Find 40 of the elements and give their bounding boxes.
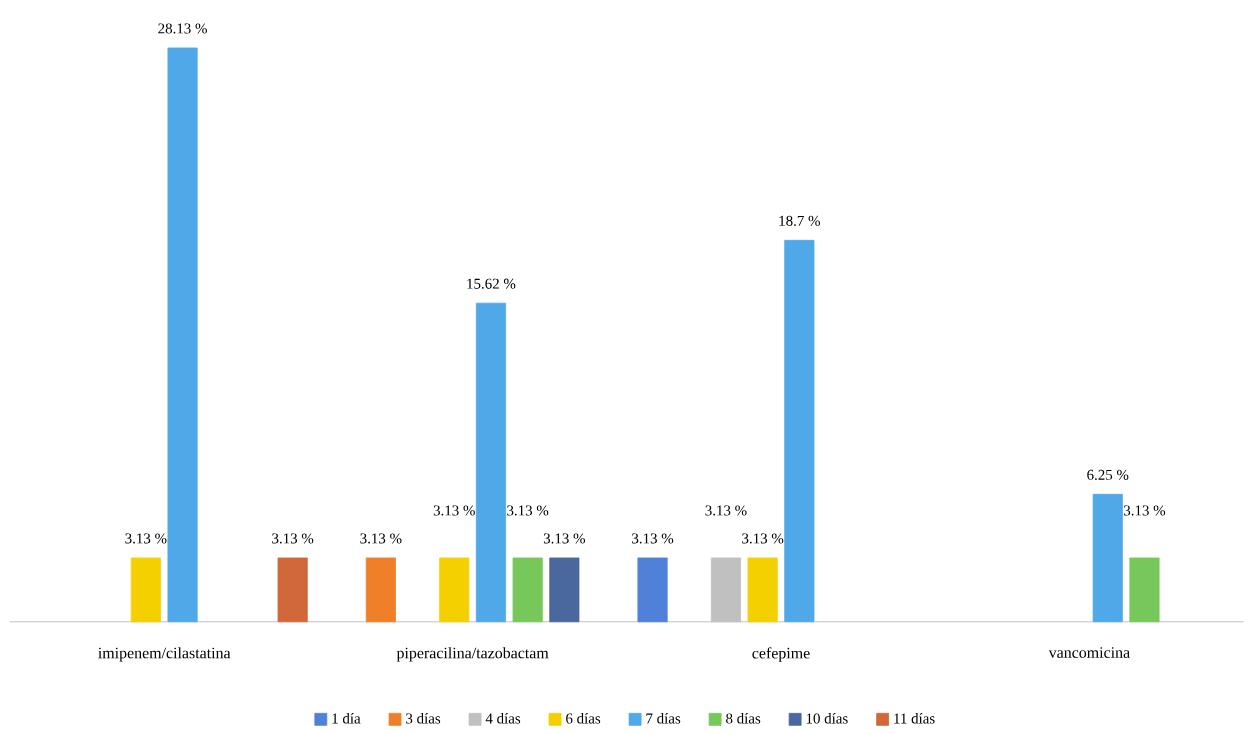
data-label: 3.13 % [705,505,747,516]
data-label: 28.13 % [158,23,207,34]
legend-label: 10 días [806,713,848,724]
data-label: 3.13 % [742,533,784,544]
bar [475,302,507,623]
data-label: 3.13 % [543,533,585,544]
bar [167,47,198,623]
x-tick-label: vancomicina [1048,647,1130,659]
bar [365,557,396,623]
data-label: 3.13 % [632,533,674,544]
bar [130,557,161,623]
bar [512,557,543,623]
bar [439,557,470,623]
bar [710,557,741,623]
legend-label: 11 días [894,713,935,724]
legend-label: 8 días [726,713,761,724]
legend-label: 7 días [646,713,681,724]
bar [637,557,668,623]
bar [747,557,778,623]
data-label: 3.13 % [433,505,475,516]
bar [784,240,815,623]
data-label: 3.13 % [272,533,314,544]
legend-label: 3 días [406,713,441,724]
data-label: 3.13 % [507,505,549,516]
legend-label: 6 días [566,713,601,724]
data-label: 3.13 % [1124,505,1166,516]
data-label: 3.13 % [125,533,167,544]
bar [549,557,580,623]
data-label: 15.62 % [467,278,516,289]
legend-label: 1 día [332,713,361,724]
x-tick-label: imipenem/cilastatina [98,647,231,662]
bar [277,557,308,623]
data-label: 6.25 % [1087,469,1129,481]
bar [1092,494,1123,623]
x-tick-label: cefepime [752,647,810,662]
x-tick-label: piperacilina/tazobactam [396,647,549,662]
data-label: 18.7 % [779,215,820,227]
legend-label: 4 días [485,713,521,724]
bar [1129,557,1160,623]
data-label: 3.13 % [360,533,402,544]
